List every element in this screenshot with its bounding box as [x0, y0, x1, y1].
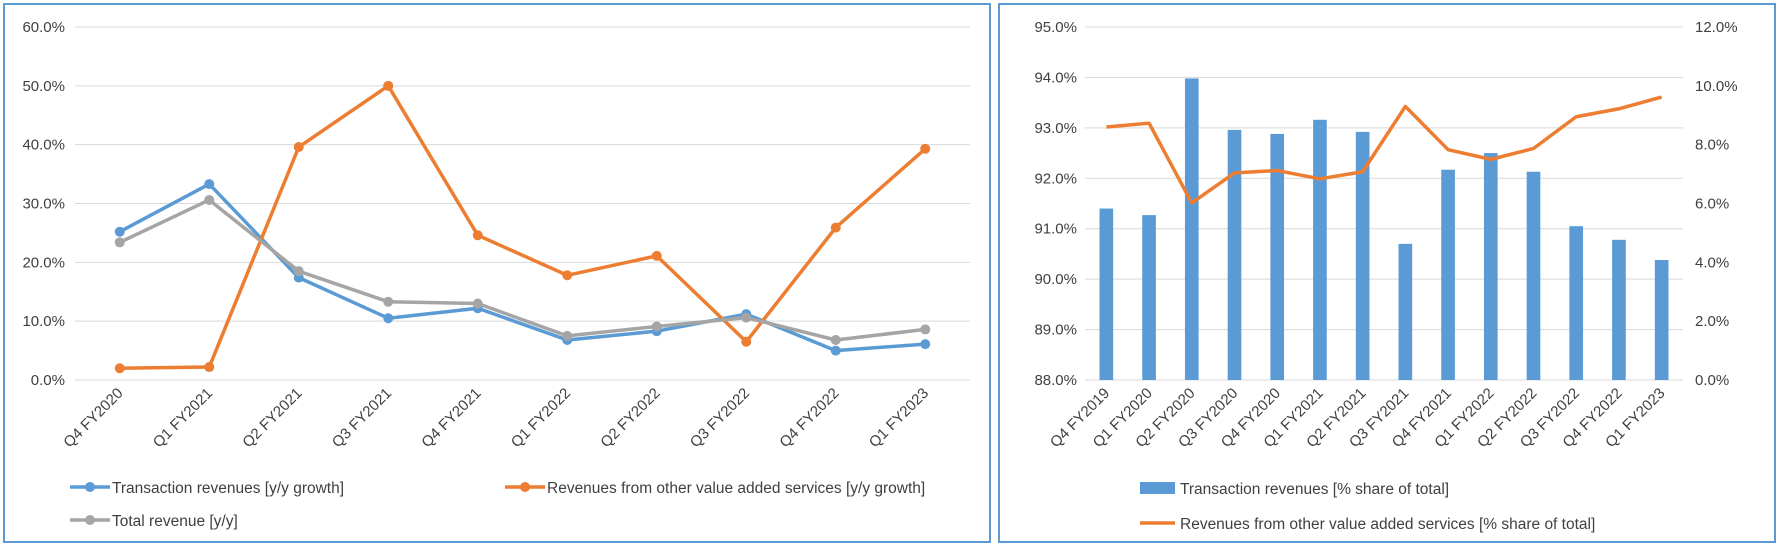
- data-point: [114, 237, 125, 248]
- y2-tick-label: 4.0%: [1695, 254, 1729, 271]
- data-point: [920, 324, 931, 335]
- y-tick-label: 91.0%: [1034, 221, 1077, 238]
- data-point: [293, 266, 304, 277]
- x-tick-label: Q3 FY2021: [329, 385, 395, 451]
- y-tick-label: 50.0%: [22, 78, 65, 95]
- data-point: [920, 339, 931, 350]
- legend-label: Total revenue [y/y]: [112, 513, 238, 530]
- y-tick-label: 60.0%: [22, 19, 65, 36]
- data-point: [204, 194, 215, 205]
- data-point: [741, 336, 752, 347]
- data-point: [472, 298, 483, 309]
- y-tick-label: 90.0%: [1034, 271, 1077, 288]
- y-tick-label: 89.0%: [1034, 322, 1077, 339]
- y2-tick-label: 12.0%: [1695, 19, 1738, 36]
- bar: [1654, 259, 1669, 380]
- y-tick-label: 30.0%: [22, 196, 65, 213]
- data-point: [830, 222, 841, 233]
- data-point: [383, 313, 394, 324]
- legend-marker: [85, 515, 95, 525]
- data-point: [204, 179, 215, 190]
- y-tick-label: 0.0%: [31, 372, 65, 389]
- bar: [1398, 243, 1413, 380]
- bar: [1313, 119, 1327, 380]
- legend-label: Revenues from other value added services…: [1180, 516, 1595, 533]
- y2-tick-label: 6.0%: [1695, 196, 1729, 213]
- y2-tick-label: 10.0%: [1695, 78, 1738, 95]
- bar: [1612, 239, 1626, 380]
- bar: [1441, 169, 1455, 380]
- x-tick-label: Q3 FY2022: [687, 385, 753, 451]
- y-tick-label: 92.0%: [1034, 170, 1077, 187]
- legend-bar-swatch: [1140, 482, 1175, 494]
- y-tick-label: 93.0%: [1034, 120, 1077, 137]
- data-point: [651, 321, 662, 332]
- bar: [1483, 153, 1498, 380]
- bar: [1270, 133, 1285, 380]
- y2-tick-label: 0.0%: [1695, 372, 1729, 389]
- data-point: [830, 334, 841, 345]
- bar: [1355, 131, 1370, 380]
- data-point: [830, 345, 841, 356]
- bar: [1099, 208, 1114, 380]
- x-tick-label: Q1 FY2021: [150, 385, 216, 451]
- data-point: [920, 143, 931, 154]
- data-point: [383, 80, 394, 91]
- data-point: [383, 296, 394, 307]
- bar: [1526, 171, 1541, 380]
- x-tick-label: Q2 FY2022: [597, 385, 663, 451]
- data-point: [651, 250, 662, 261]
- bar: [1227, 129, 1242, 380]
- x-tick-label: Q2 FY2021: [239, 385, 305, 451]
- x-tick-label: Q1 FY2022: [508, 385, 574, 451]
- x-tick-label: Q1 FY2023: [866, 385, 932, 451]
- bar: [1184, 78, 1199, 381]
- growth-line-chart: 0.0% 10.0% 20.0% 30.0% 40.0% 50.0% 60.0% Q4 FY2…: [22, 19, 970, 530]
- series-line: [1106, 95, 1663, 205]
- data-point: [114, 363, 125, 374]
- y-tick-label: 95.0%: [1034, 19, 1077, 36]
- series-line-1: [119, 84, 927, 370]
- bar: [1142, 215, 1156, 380]
- legend-label: Transaction revenues [y/y growth]: [112, 480, 344, 497]
- left-chart-panel: 0.0% 10.0% 20.0% 30.0% 40.0% 50.0% 60.0% Q4 FY2…: [3, 3, 991, 543]
- data-point: [293, 142, 304, 153]
- y2-tick-label: 2.0%: [1695, 313, 1729, 330]
- y-tick-label: 94.0%: [1034, 69, 1077, 86]
- y-tick-label: 40.0%: [22, 137, 65, 154]
- data-point: [741, 312, 752, 323]
- x-tick-label: Q4 FY2020: [60, 385, 126, 451]
- y-tick-label: 20.0%: [22, 254, 65, 271]
- legend-marker: [85, 482, 95, 492]
- bar: [1569, 226, 1584, 380]
- data-point: [472, 230, 483, 241]
- data-point: [114, 226, 125, 237]
- x-tick-label: Q4 FY2021: [418, 385, 484, 451]
- y-tick-label: 88.0%: [1034, 372, 1077, 389]
- legend-label: Transaction revenues [% share of total]: [1180, 481, 1449, 498]
- share-combo-chart: 88.0% 89.0% 90.0% 91.0% 92.0% 93.0% 94.0% 95.0%…: [1034, 19, 1738, 533]
- data-point: [562, 270, 573, 281]
- legend-label: Revenues from other value added services…: [547, 480, 925, 497]
- right-chart-panel: 88.0% 89.0% 90.0% 91.0% 92.0% 93.0% 94.0% 95.0%…: [998, 3, 1776, 543]
- data-point: [562, 330, 573, 341]
- legend-marker: [520, 482, 530, 492]
- x-tick-label: Q4 FY2022: [776, 385, 842, 451]
- y2-tick-label: 8.0%: [1695, 137, 1729, 154]
- y-tick-label: 10.0%: [22, 313, 65, 330]
- series-line-2: [119, 198, 926, 342]
- data-point: [204, 362, 215, 373]
- series-line-0: [118, 182, 926, 353]
